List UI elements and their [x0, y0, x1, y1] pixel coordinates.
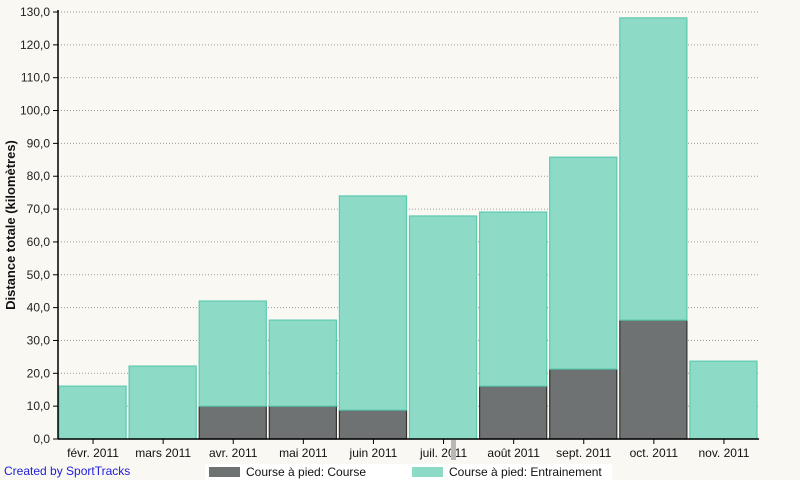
- y-tick-label: 60,0: [27, 235, 51, 249]
- legend-swatch-course: [209, 467, 240, 477]
- legend-label-course: Course à pied: Course: [246, 465, 367, 479]
- y-tick-label: 40,0: [27, 301, 51, 315]
- bar-entrainement[interactable]: [689, 360, 758, 440]
- bar-entrainement[interactable]: [58, 385, 127, 440]
- y-tick-label: 0,0: [33, 432, 50, 446]
- bar-entrainement[interactable]: [128, 365, 197, 440]
- x-tick-label: mars 2011: [135, 446, 191, 460]
- x-tick-label: juin 2011: [349, 446, 398, 460]
- bar-course[interactable]: [619, 319, 688, 440]
- created-by-sporttracks-link[interactable]: Created by SportTracks: [4, 464, 131, 478]
- bars: [58, 17, 758, 440]
- y-tick-label: 90,0: [27, 136, 51, 150]
- bar-entrainement[interactable]: [619, 17, 688, 321]
- y-tick-label: 80,0: [27, 169, 51, 183]
- x-tick-label: août 2011: [487, 446, 540, 460]
- x-tick-label: mai 2011: [279, 446, 328, 460]
- bar-entrainement[interactable]: [268, 319, 337, 407]
- x-tick-label: avr. 2011: [209, 446, 258, 460]
- scroll-marker[interactable]: [451, 440, 456, 460]
- y-tick-label: 110,0: [21, 71, 50, 85]
- bar-course[interactable]: [549, 368, 618, 440]
- bar-entrainement[interactable]: [479, 211, 548, 387]
- bar-entrainement[interactable]: [408, 215, 478, 440]
- y-tick-label: 30,0: [27, 333, 51, 347]
- y-tick-label: 130,0: [20, 5, 50, 19]
- axes: [57, 10, 759, 440]
- x-tick-label: juil. 2011: [419, 446, 467, 460]
- bar-course[interactable]: [198, 405, 267, 440]
- x-tick-label: nov. 2011: [698, 446, 749, 460]
- x-tick-label: févr. 2011: [67, 446, 119, 460]
- y-axis-ticks: 0,0 10,0 20,0 30,0 40,0 50,0 60,0 70,0 80,0 90,0 1…: [20, 5, 58, 446]
- y-tick-label: 50,0: [27, 268, 51, 282]
- bar-entrainement[interactable]: [549, 156, 618, 370]
- legend-label-entrainement: Course à pied: Entrainement: [449, 465, 602, 479]
- y-tick-label: 100,0: [20, 104, 50, 118]
- legend-swatch-entrainement: [412, 467, 443, 477]
- legend: Course à pied: Course Course à pied: Ent…: [205, 464, 612, 480]
- bar-course[interactable]: [268, 405, 337, 440]
- y-tick-label: 20,0: [27, 366, 51, 380]
- y-tick-label: 70,0: [27, 202, 51, 216]
- x-tick-label: oct. 2011: [630, 446, 679, 460]
- bar-course[interactable]: [479, 385, 548, 440]
- y-tick-label: 120,0: [20, 38, 50, 52]
- x-axis-ticks: févr. 2011 mars 2011 avr. 2011 mai 2011 juin…: [67, 439, 750, 460]
- bar-course[interactable]: [338, 409, 408, 440]
- x-tick-label: sept. 2011: [556, 446, 611, 460]
- y-tick-label: 10,0: [27, 399, 51, 413]
- bar-entrainement[interactable]: [198, 300, 267, 407]
- bar-entrainement[interactable]: [338, 195, 408, 411]
- y-axis-label: Distance totale (kilomètres): [3, 140, 18, 310]
